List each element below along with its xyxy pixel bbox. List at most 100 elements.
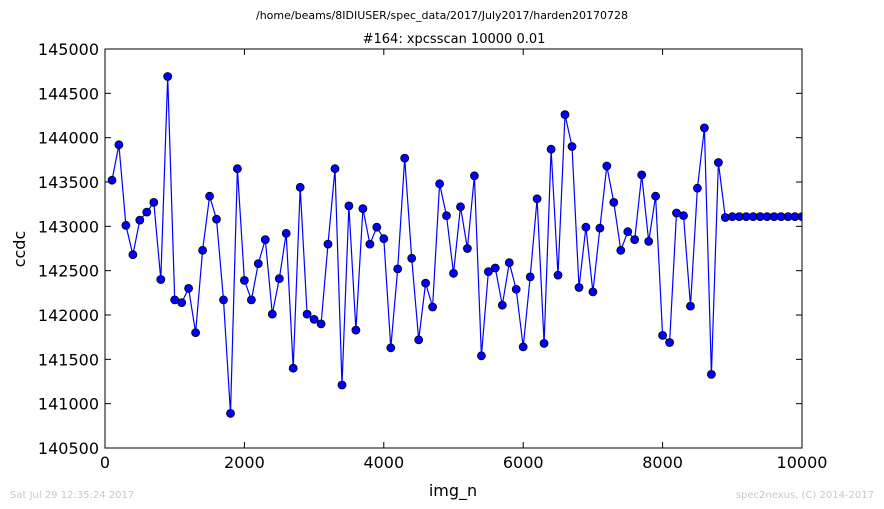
data-point — [351, 325, 361, 335]
data-point — [219, 295, 228, 305]
data-point — [184, 283, 194, 293]
data-point — [602, 161, 612, 171]
data-point — [393, 264, 403, 274]
series-line — [111, 76, 802, 414]
data-point — [532, 194, 542, 204]
data-point — [253, 259, 263, 269]
data-point — [442, 211, 451, 221]
data-point — [476, 351, 486, 361]
data-point — [128, 250, 138, 260]
data-point — [163, 72, 173, 81]
data-point — [595, 223, 605, 233]
x-axis-label: img_n — [429, 481, 477, 501]
data-point — [358, 204, 368, 214]
y-tick-label: 145000 — [38, 40, 99, 59]
x-tick-label: 0 — [100, 453, 110, 472]
data-point — [511, 284, 521, 294]
data-point — [518, 342, 528, 352]
data-point — [469, 171, 479, 181]
data-point — [316, 319, 326, 329]
data-point — [665, 338, 674, 347]
data-point — [714, 158, 723, 167]
data-point — [281, 228, 291, 238]
data-point — [700, 123, 709, 133]
data-point — [337, 380, 347, 390]
data-point — [239, 275, 249, 285]
data-point — [504, 258, 514, 268]
data-point — [644, 236, 654, 246]
data-point — [330, 164, 340, 174]
data-point — [456, 202, 465, 212]
y-tick-label: 140500 — [38, 439, 99, 458]
data-point — [609, 197, 619, 207]
x-tick-label: 10000 — [777, 453, 828, 472]
data-point — [107, 175, 117, 185]
data-point — [421, 278, 431, 288]
data-point — [121, 220, 131, 230]
data-point — [295, 182, 305, 192]
x-tick-label: 4000 — [363, 453, 404, 472]
data-point — [232, 164, 242, 174]
data-point — [260, 235, 270, 245]
data-point — [177, 298, 187, 308]
data-point — [198, 245, 208, 255]
plot-area — [107, 72, 802, 418]
data-point — [483, 267, 493, 277]
data-point — [637, 170, 647, 180]
data-point — [156, 275, 166, 284]
data-point — [581, 222, 591, 232]
data-point — [288, 363, 298, 373]
data-point — [302, 309, 312, 319]
data-point — [449, 268, 458, 278]
data-point — [462, 244, 472, 253]
data-point — [686, 301, 695, 311]
data-point — [246, 295, 256, 305]
data-point — [693, 183, 702, 193]
y-tick-label: 142000 — [38, 306, 99, 325]
x-tick-label: 8000 — [642, 453, 683, 472]
data-point — [323, 239, 333, 249]
footer-credit: spec2nexus, (C) 2014-2017 — [736, 490, 874, 501]
data-point — [142, 207, 152, 217]
data-point — [539, 338, 549, 348]
data-point — [588, 287, 598, 297]
data-point — [344, 201, 354, 211]
data-point — [309, 314, 319, 324]
data-point — [379, 234, 389, 244]
data-point — [616, 245, 626, 255]
data-point — [114, 140, 124, 150]
data-point — [414, 335, 424, 345]
data-point — [135, 215, 145, 225]
y-axis: 140500 141000 141500 142000 142500 143000 1435… — [38, 40, 802, 458]
data-point — [525, 272, 535, 282]
y-tick-label: 143500 — [38, 173, 99, 192]
data-point — [372, 222, 382, 232]
x-tick-label: 2000 — [224, 453, 265, 472]
data-point — [630, 235, 640, 245]
y-axis-label: ccdc — [10, 231, 29, 268]
x-axis: 0 2000 4000 6000 8000 10000 — [100, 49, 828, 472]
data-point — [497, 300, 507, 310]
footer-timestamp: Sat Jul 29 12:35:24 2017 — [10, 490, 134, 501]
file-path-header: /home/beams/8IDIUSER/spec_data/2017/July… — [256, 9, 628, 22]
data-point — [651, 191, 660, 201]
data-point — [553, 270, 563, 280]
data-point — [707, 369, 716, 379]
data-point — [567, 142, 577, 151]
data-point — [435, 179, 445, 189]
data-point — [658, 330, 667, 340]
data-point — [679, 211, 688, 221]
data-point — [274, 274, 284, 284]
data-point — [797, 212, 802, 221]
data-point — [365, 239, 375, 249]
data-point — [205, 191, 215, 201]
y-tick-label: 144000 — [38, 129, 99, 148]
data-point — [149, 197, 159, 207]
data-point — [428, 302, 438, 312]
data-point — [407, 253, 417, 263]
data-point — [560, 110, 570, 119]
x-tick-label: 6000 — [503, 453, 544, 472]
data-point — [574, 283, 584, 292]
data-point — [226, 408, 235, 418]
